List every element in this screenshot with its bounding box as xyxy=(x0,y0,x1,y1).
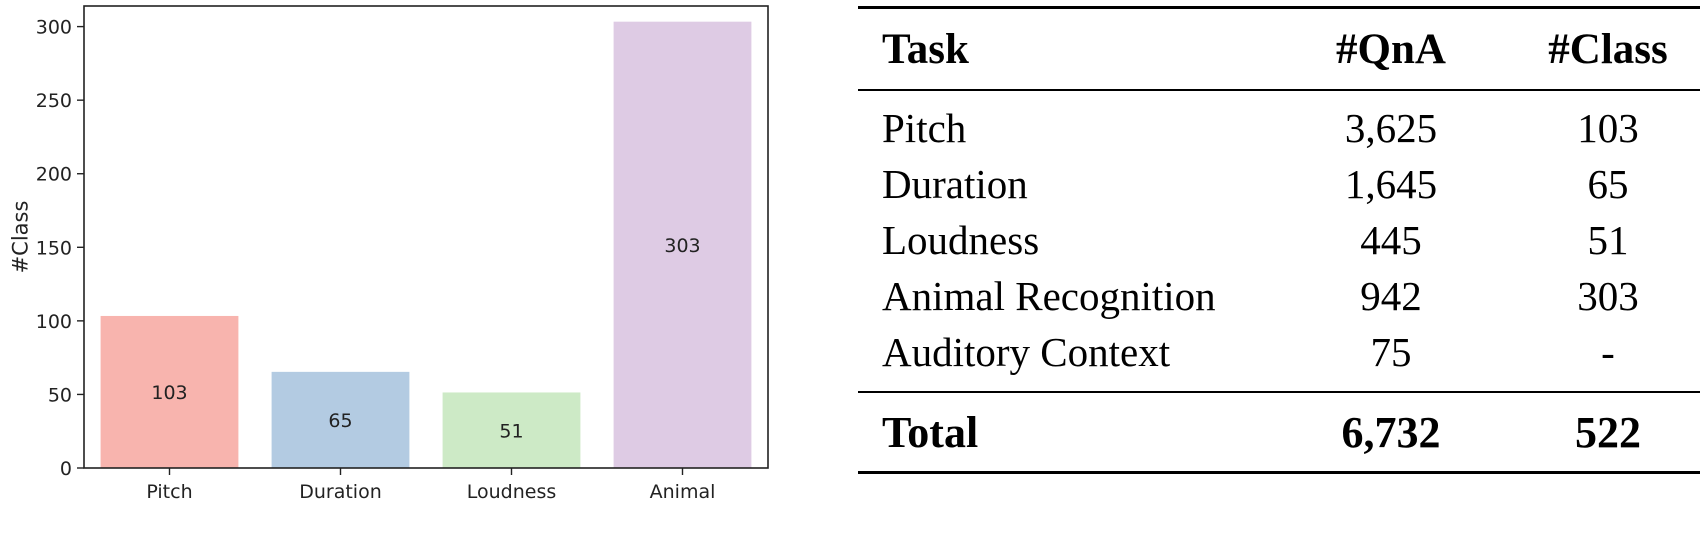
plot-frame xyxy=(83,5,769,469)
table-row: Animal Recognition 942 303 xyxy=(858,268,1700,324)
x-tick-label: Pitch xyxy=(146,481,192,503)
y-tick-label: 150 xyxy=(36,237,72,259)
row-qna: 3,625 xyxy=(1344,105,1438,151)
total-class: 522 xyxy=(1575,407,1641,457)
bar-pitch xyxy=(100,315,239,469)
bar-chart-svg: 103 65 51 303 0 50 100 150 200 250 300 Pitch Durat… xyxy=(8,5,769,503)
row-class: 51 xyxy=(1587,217,1629,263)
x-tick-label: Animal xyxy=(650,481,716,503)
row-task: Loudness xyxy=(882,217,1040,263)
y-tick-label: 300 xyxy=(36,17,72,39)
y-axis-label: #Class xyxy=(8,201,32,274)
row-qna: 75 xyxy=(1370,329,1412,375)
row-class: 303 xyxy=(1577,273,1639,319)
table-total-rule xyxy=(858,391,1700,393)
table-header-row: Task #QnA #Class xyxy=(858,9,1700,89)
table-row: Pitch 3,625 103 xyxy=(858,100,1700,156)
row-task: Duration xyxy=(882,161,1028,207)
table-top-rule xyxy=(858,6,1700,9)
x-tick-label: Loudness xyxy=(467,481,557,503)
y-tick-label: 200 xyxy=(36,164,72,186)
bar-chart: 103 65 51 303 0 50 100 150 200 250 300 Pitch Durat… xyxy=(0,0,840,550)
row-class: 65 xyxy=(1587,161,1629,207)
table-bottom-rule xyxy=(858,471,1700,474)
table-row: Auditory Context 75 - xyxy=(858,324,1700,380)
row-task: Pitch xyxy=(882,105,967,151)
y-tick-label: 250 xyxy=(36,90,72,112)
row-class: 103 xyxy=(1577,105,1639,151)
y-tick-label: 100 xyxy=(36,311,72,333)
bar-duration xyxy=(271,371,410,469)
bar-value-label: 51 xyxy=(499,420,523,442)
table-header-rule xyxy=(858,89,1700,91)
bar-value-label: 65 xyxy=(328,410,352,432)
header-qna: #QnA xyxy=(1336,25,1446,73)
y-tick-label: 50 xyxy=(48,384,72,406)
total-task: Total xyxy=(882,407,979,457)
total-qna: 6,732 xyxy=(1341,407,1441,457)
row-task: Auditory Context xyxy=(882,329,1171,375)
row-qna: 445 xyxy=(1360,217,1422,263)
y-tick-label: 0 xyxy=(60,458,72,480)
x-tick-label: Duration xyxy=(299,481,382,503)
table-total-row: Total 6,732 522 xyxy=(858,393,1700,471)
row-qna: 942 xyxy=(1360,273,1422,319)
bar-loudness xyxy=(442,392,581,469)
bar-value-label: 103 xyxy=(151,382,187,404)
header-class: #Class xyxy=(1548,25,1668,73)
row-class: - xyxy=(1601,329,1615,375)
table-row: Duration 1,645 65 xyxy=(858,156,1700,212)
header-task: Task xyxy=(882,25,969,73)
table-row: Loudness 445 51 xyxy=(858,212,1700,268)
row-qna: 1,645 xyxy=(1344,161,1438,207)
bar-value-label: 303 xyxy=(664,235,700,257)
bar-animal xyxy=(613,21,752,469)
stats-table: Task #QnA #Class Pitch 3,625 103 Duratio… xyxy=(858,6,1700,474)
row-task: Animal Recognition xyxy=(882,273,1216,319)
